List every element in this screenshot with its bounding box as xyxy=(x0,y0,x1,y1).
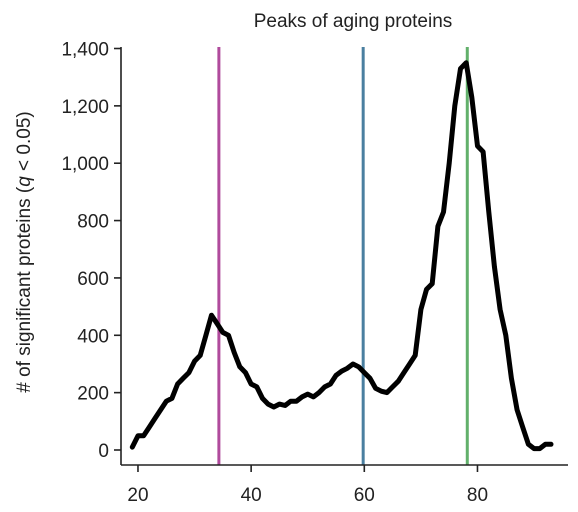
y-axis-label: # of significant proteins (q < 0.05) xyxy=(14,111,35,393)
y-tick-label: 800 xyxy=(77,212,109,233)
y-axis-label-suffix: < 0.05) xyxy=(14,111,35,176)
series-lines xyxy=(129,60,554,452)
x-tick-label: 60 xyxy=(354,485,375,506)
marker-lines xyxy=(217,47,469,465)
y-tick-label: 1,000 xyxy=(61,154,109,175)
y-tick-label: 400 xyxy=(77,326,109,347)
y-tick-label: 0 xyxy=(98,441,109,462)
y-tick-label: 1,400 xyxy=(61,40,109,61)
chart-title: Peaks of aging proteins xyxy=(254,11,453,32)
axis-ticks: 0 200 400 600 800 1,000 1,200 1,400 20 40 60 80 xyxy=(61,40,488,507)
y-axis-label-italic: q xyxy=(14,176,35,187)
x-tick-label: 40 xyxy=(241,485,262,506)
y-axis-label-prefix: # of significant proteins ( xyxy=(14,186,35,393)
x-tick-label: 20 xyxy=(127,485,148,506)
y-tick-label: 600 xyxy=(77,269,109,290)
axes xyxy=(120,47,568,466)
y-tick-label: 1,200 xyxy=(61,97,109,118)
x-tick-label: 80 xyxy=(467,485,488,506)
y-tick-label: 200 xyxy=(77,384,109,405)
series-line-1 xyxy=(129,60,554,452)
